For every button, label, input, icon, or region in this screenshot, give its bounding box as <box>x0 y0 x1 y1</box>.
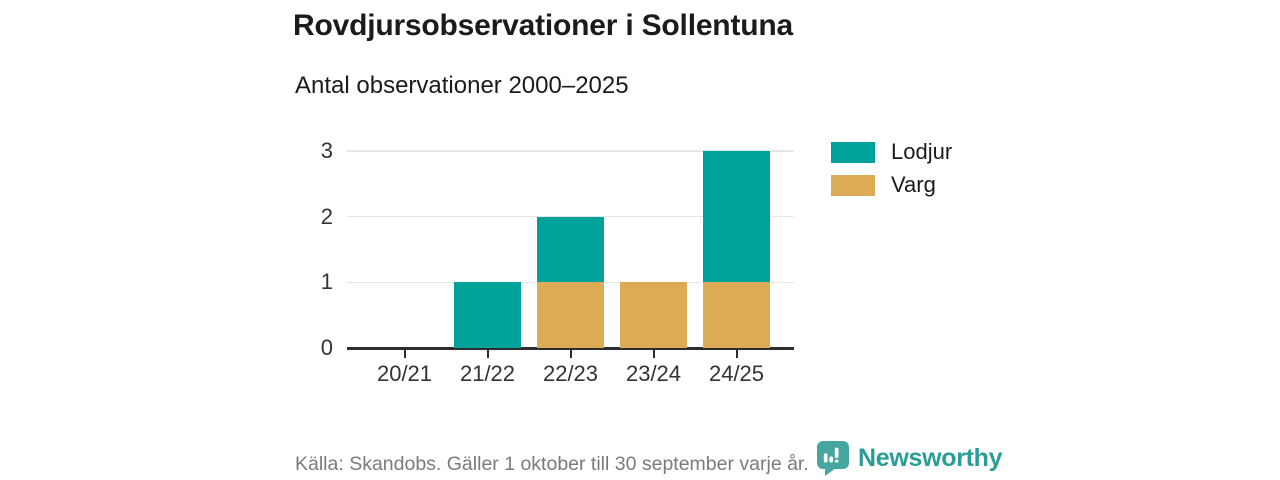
bar-segment-varg-22-23[interactable] <box>537 282 604 348</box>
newsworthy-brand[interactable]: Newsworthy <box>815 440 1003 476</box>
legend-item-lodjur[interactable]: Lodjur <box>831 141 952 163</box>
legend-swatch-varg <box>831 174 875 196</box>
y-tick-label-2: 2 <box>320 203 333 229</box>
bar-segment-varg-24-25[interactable] <box>703 282 770 348</box>
source-note: Källa: Skandobs. Gäller 1 oktober till 3… <box>295 453 809 475</box>
newsworthy-bubble-chart-icon <box>817 441 849 476</box>
x-tick-label-22-23: 22/23 <box>542 361 599 386</box>
x-tick-label-20-21: 20/21 <box>376 361 433 386</box>
plot-area: 0 1 2 3 20/21 21/22 22/23 23/24 24/25 <box>321 139 794 386</box>
gridline-y2 <box>347 215 794 218</box>
x-tick-21-22 <box>486 350 489 358</box>
y-tick-label-1: 1 <box>320 269 333 295</box>
chart-subtitle: Antal observationer 2000–2025 <box>295 72 629 99</box>
y-tick-label-3: 3 <box>320 138 333 163</box>
x-tick-22-23 <box>569 350 572 358</box>
legend-item-varg[interactable]: Varg <box>831 174 952 196</box>
x-tick-label-21-22: 21/22 <box>459 361 516 386</box>
gridline-y3 <box>347 150 794 152</box>
legend-swatch-lodjur <box>831 141 875 163</box>
legend-label-lodjur: Lodjur <box>891 139 953 164</box>
bar-segment-lodjur-22-23[interactable] <box>537 216 604 283</box>
bar-segment-lodjur-24-25[interactable] <box>703 151 770 283</box>
x-tick-label-23-24: 23/24 <box>625 361 682 386</box>
x-tick-label-24-25: 24/25 <box>708 361 765 386</box>
x-tick-23-24 <box>652 350 655 358</box>
bar-segment-lodjur-21-22[interactable] <box>454 282 521 348</box>
chart-title: Rovdjursobservationer i Sollentuna <box>293 9 793 42</box>
newsworthy-wordmark[interactable]: Newsworthy <box>858 444 1003 472</box>
x-tick-24-25 <box>735 350 738 358</box>
x-tick-20-21 <box>403 350 406 358</box>
legend: Lodjur Varg <box>831 141 952 196</box>
legend-label-varg: Varg <box>891 172 936 197</box>
bar-segment-varg-23-24[interactable] <box>620 282 687 348</box>
y-tick-label-0: 0 <box>320 335 333 360</box>
x-axis-line <box>347 346 794 350</box>
